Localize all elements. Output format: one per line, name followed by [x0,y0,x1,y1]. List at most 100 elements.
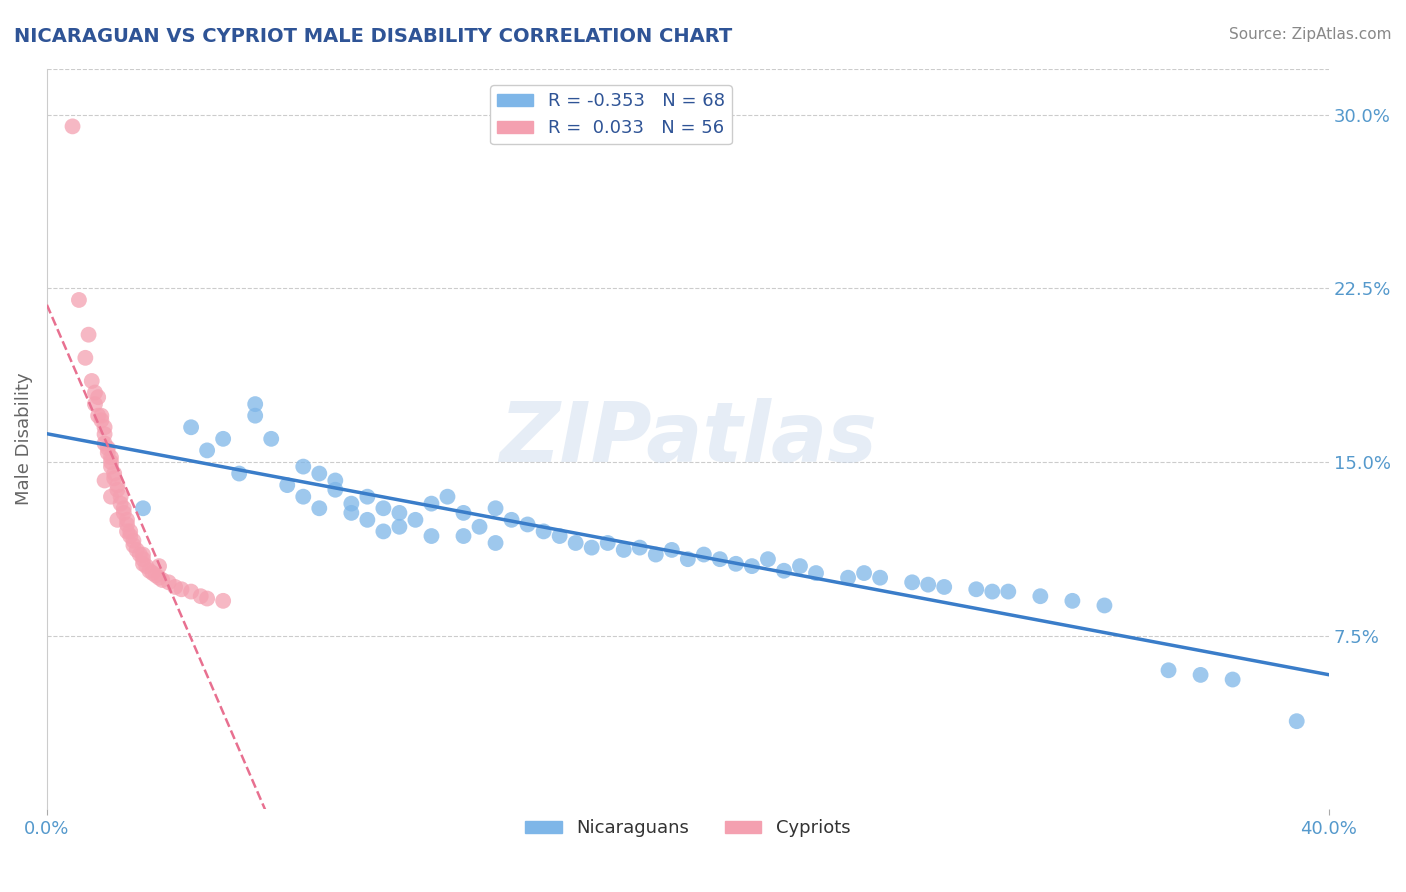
Point [212,594,235,608]
Point [1029,589,1052,603]
Point [709,552,731,566]
Point [110,490,132,504]
Point [340,506,363,520]
Point [190,589,212,603]
Point [115,513,138,527]
Point [724,557,747,571]
Point [420,529,443,543]
Point [661,543,683,558]
Point [100,450,122,465]
Point [132,557,155,571]
Point [997,584,1019,599]
Point [100,455,122,469]
Point [195,591,218,606]
Point [468,520,491,534]
Point [145,568,167,582]
Point [388,506,411,520]
Point [917,577,939,591]
Point [87,409,110,423]
Point [180,584,202,599]
Point [132,501,155,516]
Point [308,467,330,481]
Point [93,436,115,450]
Point [228,467,250,481]
Point [103,471,125,485]
Point [965,582,987,597]
Point [84,385,107,400]
Point [596,536,619,550]
Point [138,564,160,578]
Y-axis label: Male Disability: Male Disability [15,373,32,505]
Point [693,548,716,562]
Point [581,541,603,555]
Point [93,474,115,488]
Point [1094,599,1116,613]
Point [90,409,112,423]
Point [1222,673,1244,687]
Point [628,541,651,555]
Point [128,548,150,562]
Point [804,566,827,580]
Point [100,490,122,504]
Point [644,548,666,562]
Point [420,497,443,511]
Point [981,584,1004,599]
Point [125,543,148,558]
Point [934,580,956,594]
Point [245,397,267,411]
Point [260,432,283,446]
Point [323,483,346,497]
Point [148,559,170,574]
Point [453,529,475,543]
Text: Source: ZipAtlas.com: Source: ZipAtlas.com [1229,27,1392,42]
Point [195,443,218,458]
Point [122,533,145,548]
Point [741,559,763,574]
Point [93,420,115,434]
Point [516,517,538,532]
Point [80,374,103,388]
Point [245,409,267,423]
Text: NICARAGUAN VS CYPRIOT MALE DISABILITY CORRELATION CHART: NICARAGUAN VS CYPRIOT MALE DISABILITY CO… [14,27,733,45]
Point [564,536,586,550]
Point [548,529,571,543]
Point [533,524,555,539]
Point [373,501,395,516]
Point [501,513,523,527]
Point [110,497,132,511]
Point [84,397,107,411]
Point [613,543,636,558]
Point [142,566,165,580]
Point [373,524,395,539]
Point [1157,663,1180,677]
Point [869,571,891,585]
Point [292,459,315,474]
Point [67,293,90,307]
Point [150,573,173,587]
Point [308,501,330,516]
Point [180,420,202,434]
Point [105,513,128,527]
Legend: Nicaraguans, Cypriots: Nicaraguans, Cypriots [519,812,858,845]
Point [340,497,363,511]
Point [157,575,180,590]
Point [93,427,115,442]
Point [97,441,120,455]
Point [1285,714,1308,729]
Point [100,459,122,474]
Point [132,548,155,562]
Point [388,520,411,534]
Point [773,564,796,578]
Point [789,559,811,574]
Point [1189,668,1212,682]
Point [453,506,475,520]
Point [97,446,120,460]
Point [323,474,346,488]
Point [115,524,138,539]
Point [148,571,170,585]
Point [87,390,110,404]
Point [436,490,458,504]
Point [212,432,235,446]
Text: ZIPatlas: ZIPatlas [499,399,877,479]
Point [756,552,779,566]
